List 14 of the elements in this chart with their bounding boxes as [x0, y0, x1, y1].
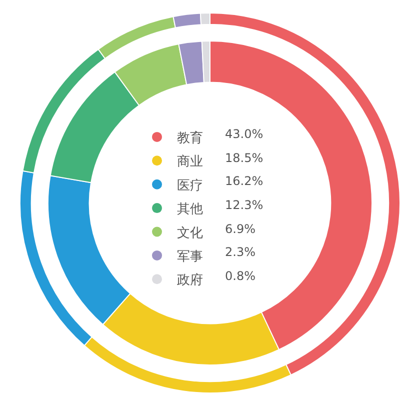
data-label: 2.3% [225, 245, 256, 259]
data-label: 0.8% [225, 269, 256, 283]
legend-label: 政府 [177, 272, 203, 288]
data-label: 16.2% [225, 174, 264, 188]
data-label: 43.0% [225, 127, 264, 141]
legend-label: 医疗 [177, 178, 203, 194]
data-label: 6.9% [225, 222, 256, 236]
data-label: 18.5% [225, 151, 264, 165]
legend-label: 商业 [177, 154, 203, 170]
legend-label: 军事 [177, 250, 203, 265]
data-label: 12.3% [225, 198, 264, 212]
legend-label: 其他 [177, 202, 203, 218]
legend-label: 教育 [177, 130, 203, 146]
legend-label: 文化 [177, 226, 203, 241]
